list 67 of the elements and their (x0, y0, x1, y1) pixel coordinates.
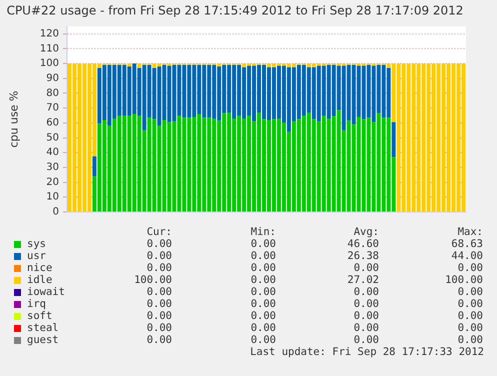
y-tick-label: 70 (46, 102, 59, 114)
text: Cur: (146, 226, 172, 238)
text: 0.00 (250, 322, 276, 334)
y-tick-label: 40 (46, 147, 59, 158)
legend-label: iowait (27, 286, 65, 298)
text: Avg: (354, 226, 379, 238)
text: 0.00 (146, 262, 172, 274)
y-tick-label: 60 (46, 118, 59, 129)
text: 0.00 (146, 322, 172, 334)
text: 0.00 (458, 286, 483, 298)
legend-label: nice (27, 262, 52, 274)
text: 0.00 (458, 322, 483, 334)
text: Last update: Fri Sep 28 17:17:33 2012 (250, 346, 484, 358)
y-tick-label: 50 (46, 132, 59, 144)
legend-label: soft (27, 310, 52, 322)
y-axis-title: cpu use % (7, 90, 20, 148)
text: 100.00 (134, 274, 172, 286)
legend-label: guest (27, 334, 59, 346)
legend-label: sys (27, 238, 46, 250)
text: 100.00 (445, 274, 483, 286)
text: Min: (250, 226, 276, 238)
y-tick-label: 0 (52, 206, 59, 218)
text: 0.00 (354, 298, 379, 310)
text: 0.00 (458, 298, 483, 310)
text: 0.00 (250, 238, 276, 250)
text: 0.00 (250, 334, 276, 346)
y-tick-label: 90 (46, 72, 59, 84)
legend-label: usr (27, 250, 46, 262)
legend-label: irq (27, 298, 46, 310)
text: Max: (458, 226, 483, 238)
text: 0.00 (354, 310, 379, 322)
bar (92, 156, 96, 176)
text: 0.00 (250, 286, 276, 298)
text: 0.00 (146, 250, 172, 262)
text: 0.00 (250, 274, 276, 286)
text: 0.00 (146, 238, 172, 250)
text: 0.00 (458, 310, 483, 322)
text: 0.00 (354, 286, 379, 298)
text: 0.00 (146, 286, 172, 298)
text: 0.00 (146, 298, 172, 310)
y-tick-label: 20 (46, 176, 59, 188)
text: 0.00 (146, 310, 172, 322)
y-tick-label: 110 (40, 43, 59, 54)
y-tick-label: 30 (46, 162, 59, 174)
y-tick-label: 120 (40, 28, 59, 40)
y-tick-label: 100 (40, 58, 59, 70)
text: 0.00 (250, 298, 276, 310)
text: 0.00 (354, 322, 379, 334)
y-tick-label: 10 (46, 192, 59, 203)
legend-label: idle (27, 274, 52, 286)
text: 0.00 (354, 334, 379, 346)
text: 68.63 (451, 238, 483, 250)
text: 0.00 (458, 262, 483, 274)
text: 46.60 (347, 238, 379, 250)
text: 0.00 (458, 334, 483, 346)
chart-title: CPU#22 usage - from Fri Sep 28 17:15:49 2012 to Fri Sep 28 17:17:09 2012 (6, 3, 464, 18)
text: 0.00 (354, 262, 379, 274)
text: 0.00 (250, 310, 276, 322)
y-tick-label: 80 (46, 88, 59, 99)
text: 0.00 (146, 334, 172, 346)
legend-label: steal (27, 322, 59, 334)
text: 27.02 (347, 274, 379, 286)
text: 44.00 (451, 250, 483, 262)
text: 0.00 (250, 250, 276, 262)
text: 26.38 (347, 250, 379, 262)
text: 0.00 (250, 262, 276, 274)
bar (392, 122, 396, 158)
